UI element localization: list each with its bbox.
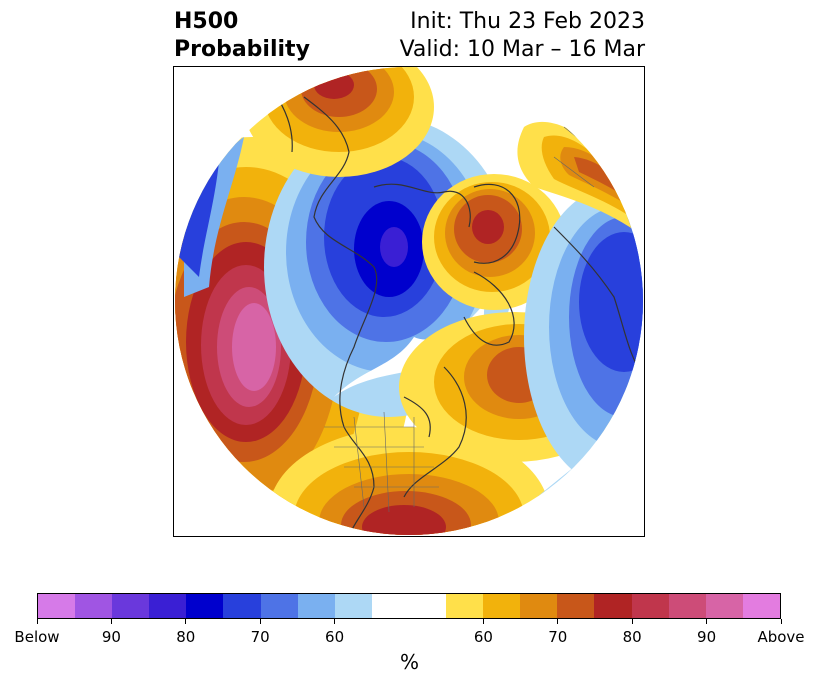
init-date: Init: Thu 23 Feb 2023 <box>410 9 645 34</box>
colorbar-tick-label: 60 <box>325 628 345 646</box>
polar-map <box>175 67 643 535</box>
title-block-left: H500 Probability <box>174 8 374 64</box>
colorbar-tick <box>482 619 484 624</box>
colorbar-tick <box>706 619 708 624</box>
valid-range: Valid: 10 Mar – 16 Mar <box>399 37 645 62</box>
colorbar-tick <box>780 619 782 624</box>
colorbar-segment <box>668 594 706 618</box>
colorbar-tick-label: 80 <box>176 628 196 646</box>
colorbar-tick-label: 60 <box>473 628 493 646</box>
colorbar-segment <box>334 594 372 618</box>
colorbar-tick <box>110 619 112 624</box>
colorbar-segment <box>631 594 669 618</box>
map-panel <box>173 66 645 537</box>
colorbar-segment <box>446 594 484 618</box>
colorbar-segment <box>520 594 558 618</box>
colorbar-tick <box>334 619 336 624</box>
colorbar-segment <box>297 594 335 618</box>
colorbar-segment <box>223 594 261 618</box>
anomaly-europe-negative <box>524 187 643 487</box>
title-product: Probability <box>174 37 310 62</box>
colorbar-tick-label: Above <box>757 628 805 646</box>
colorbar-segment <box>260 594 298 618</box>
colorbar-unit-label: % <box>399 650 419 674</box>
anomaly-greenland-positive <box>422 174 566 310</box>
colorbar-segment <box>371 594 447 618</box>
colorbar <box>37 593 781 619</box>
colorbar-tick-label: 80 <box>622 628 642 646</box>
colorbar-segment <box>557 594 595 618</box>
anomaly-west-edge-negative <box>179 137 244 297</box>
colorbar-tick-label: 70 <box>250 628 270 646</box>
colorbar-tick <box>557 619 559 624</box>
anomaly-us-southeast-positive <box>269 427 549 535</box>
colorbar-segment <box>149 594 187 618</box>
colorbar-tick-label: 70 <box>548 628 568 646</box>
colorbar-tick <box>185 619 187 624</box>
colorbar-tick-label: 90 <box>101 628 121 646</box>
colorbar-segment <box>75 594 113 618</box>
colorbar-segment <box>112 594 150 618</box>
title-block-right: Init: Thu 23 Feb 2023 Valid: 10 Mar – 16… <box>325 8 645 64</box>
colorbar-segment <box>742 594 780 618</box>
colorbar-segment <box>594 594 632 618</box>
colorbar-tick <box>36 619 38 624</box>
colorbar-segment <box>38 594 76 618</box>
colorbar-tick-label: 90 <box>697 628 717 646</box>
colorbar-segment <box>483 594 521 618</box>
colorbar-segment <box>186 594 224 618</box>
colorbar-tick <box>259 619 261 624</box>
colorbar-tick <box>631 619 633 624</box>
title-field: H500 <box>174 9 239 34</box>
colorbar-segment <box>705 594 743 618</box>
colorbar-tick-label: Below <box>14 628 60 646</box>
